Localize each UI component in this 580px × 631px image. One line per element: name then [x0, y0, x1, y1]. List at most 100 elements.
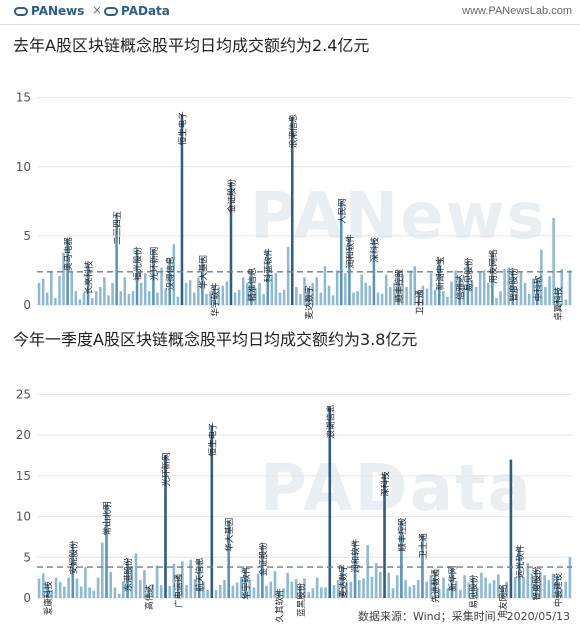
chart-1-bar [491, 252, 494, 305]
chart-1-bar [319, 292, 323, 305]
chart-1-bar [323, 266, 327, 305]
padata-logo-icon [104, 6, 118, 16]
chart-2-bar [341, 567, 344, 598]
chart-2-bar [438, 589, 441, 598]
chart-2-bar [46, 584, 49, 598]
chart-1-bar [482, 270, 486, 305]
chart-1-bar [356, 291, 359, 305]
chart-2-bar [113, 587, 117, 598]
chart-1-bar [303, 277, 306, 305]
chart-1-bar [111, 282, 114, 305]
chart-2-ytick: 0 [23, 591, 31, 605]
chart-2-bar [202, 581, 205, 598]
chart-2-bar [185, 584, 188, 598]
chart-2-bar [265, 585, 268, 598]
chart-1-bar [438, 259, 441, 305]
chart-1-bar [262, 293, 265, 305]
chart-1-bar [119, 291, 122, 305]
chart-1-bar [143, 273, 147, 305]
chart-1-bar [115, 213, 118, 305]
chart-2-bar [446, 588, 450, 598]
chart-1-bar [425, 288, 429, 305]
chart-1-bar [536, 278, 539, 305]
chart-1-bar [254, 288, 257, 305]
chart-2-bar [151, 584, 155, 598]
chart-1-bar [511, 270, 515, 305]
chart-2-bar [471, 577, 475, 598]
chart-2-bar [467, 582, 471, 598]
chart-2-bar [395, 575, 399, 598]
chart-2-bar [522, 576, 525, 598]
chart-1-bar [299, 293, 302, 305]
panews-logo-icon [14, 6, 28, 16]
chart-2-bar [416, 580, 420, 598]
chart-2-bar [100, 542, 104, 598]
chart-1-bar [519, 271, 523, 305]
chart-1-bar [282, 289, 286, 305]
chart-1-bar [209, 291, 212, 305]
chart-2-bar [252, 587, 256, 598]
chart-1-bar [421, 285, 425, 305]
chart-2-bar [138, 580, 142, 598]
chart-2-bar [391, 588, 395, 598]
chart-2-bar [79, 586, 83, 598]
chart-2-bar-label: 光环新网 [161, 453, 172, 487]
chart-1-bar-label: 中科软 [533, 275, 544, 301]
chart-1-bar-label: 人民网 [338, 198, 348, 224]
chart-2-bar [294, 579, 298, 598]
chart-2-title: 今年一季度A股区块链概念股平均日均成交额约为3.8亿元 [13, 330, 418, 349]
chart-1-bar-label: 精准信息 [247, 267, 258, 302]
data-source-note: 数据来源：Wind；采集时间：2020/05/13 [357, 610, 570, 623]
chart-1-bar [274, 273, 278, 305]
chart-1-bar [217, 287, 220, 305]
chart-1-bar-label: 用友网络 [488, 249, 499, 284]
chart-2-bar-label: 华大基因 [224, 518, 235, 552]
chart-1-bar [474, 287, 478, 305]
chart-2-bar-label: 恒生电子 [207, 422, 218, 457]
chart-2-bar [374, 562, 378, 598]
chart-2-bar [332, 584, 336, 598]
chart-1-bar [540, 249, 543, 305]
chart-1-bar-label: 华大基因 [198, 255, 209, 289]
chart-2-bar-label: 蓝黑股份 [296, 582, 307, 617]
chart-1-bar [266, 251, 270, 305]
chart-1-bar [278, 292, 282, 305]
chart-2-bar-label: 爱康科技 [43, 581, 54, 616]
chart-1-bar [560, 269, 564, 305]
chart-1-bar [352, 292, 355, 305]
chart-1-bar [454, 270, 457, 305]
chart-1-bar [176, 296, 180, 305]
chart-1-bar [241, 277, 245, 305]
chart-1-bar-label: 科蓝软件 [263, 248, 274, 283]
chart-1-bar [152, 249, 155, 305]
chart-2-bar [63, 586, 66, 598]
chart-2-bar-label: 久其软件 [275, 588, 286, 623]
chart-2-bar [117, 593, 121, 598]
chart-2-bar [475, 588, 479, 598]
chart-1-bar [295, 287, 298, 305]
chart-1-bar [315, 277, 319, 305]
chart-2-bar [383, 474, 386, 598]
chart-2-bar [459, 589, 462, 598]
chart-2-bar [197, 560, 201, 598]
chart-2-bar [290, 581, 294, 598]
chart-2-bar [560, 589, 563, 598]
chart-1-bar [70, 271, 73, 305]
chart-1-bar [450, 281, 453, 305]
chart-1-bar [99, 287, 102, 305]
chart-2-bar [496, 574, 500, 598]
chart-2-bar-label: 深科技 [380, 471, 391, 497]
chart-1-bar [487, 282, 490, 305]
chart-2-bar-label: 先进数通 [431, 568, 442, 603]
chart-1-bar [205, 293, 208, 305]
chart-1-bar [552, 217, 555, 305]
chart-2-ytick: 25 [16, 387, 31, 401]
chart-2-bar [210, 425, 214, 598]
chart-1-bar [229, 181, 233, 305]
chart-2-bar [172, 563, 176, 598]
chart-1-bar-label: 深科技 [369, 237, 380, 263]
chart-1-bar-label: 汉得信息 [165, 256, 176, 291]
chart-2-bar [408, 586, 412, 598]
chart-1-bar [184, 282, 188, 305]
chart-2-bar [530, 573, 534, 598]
